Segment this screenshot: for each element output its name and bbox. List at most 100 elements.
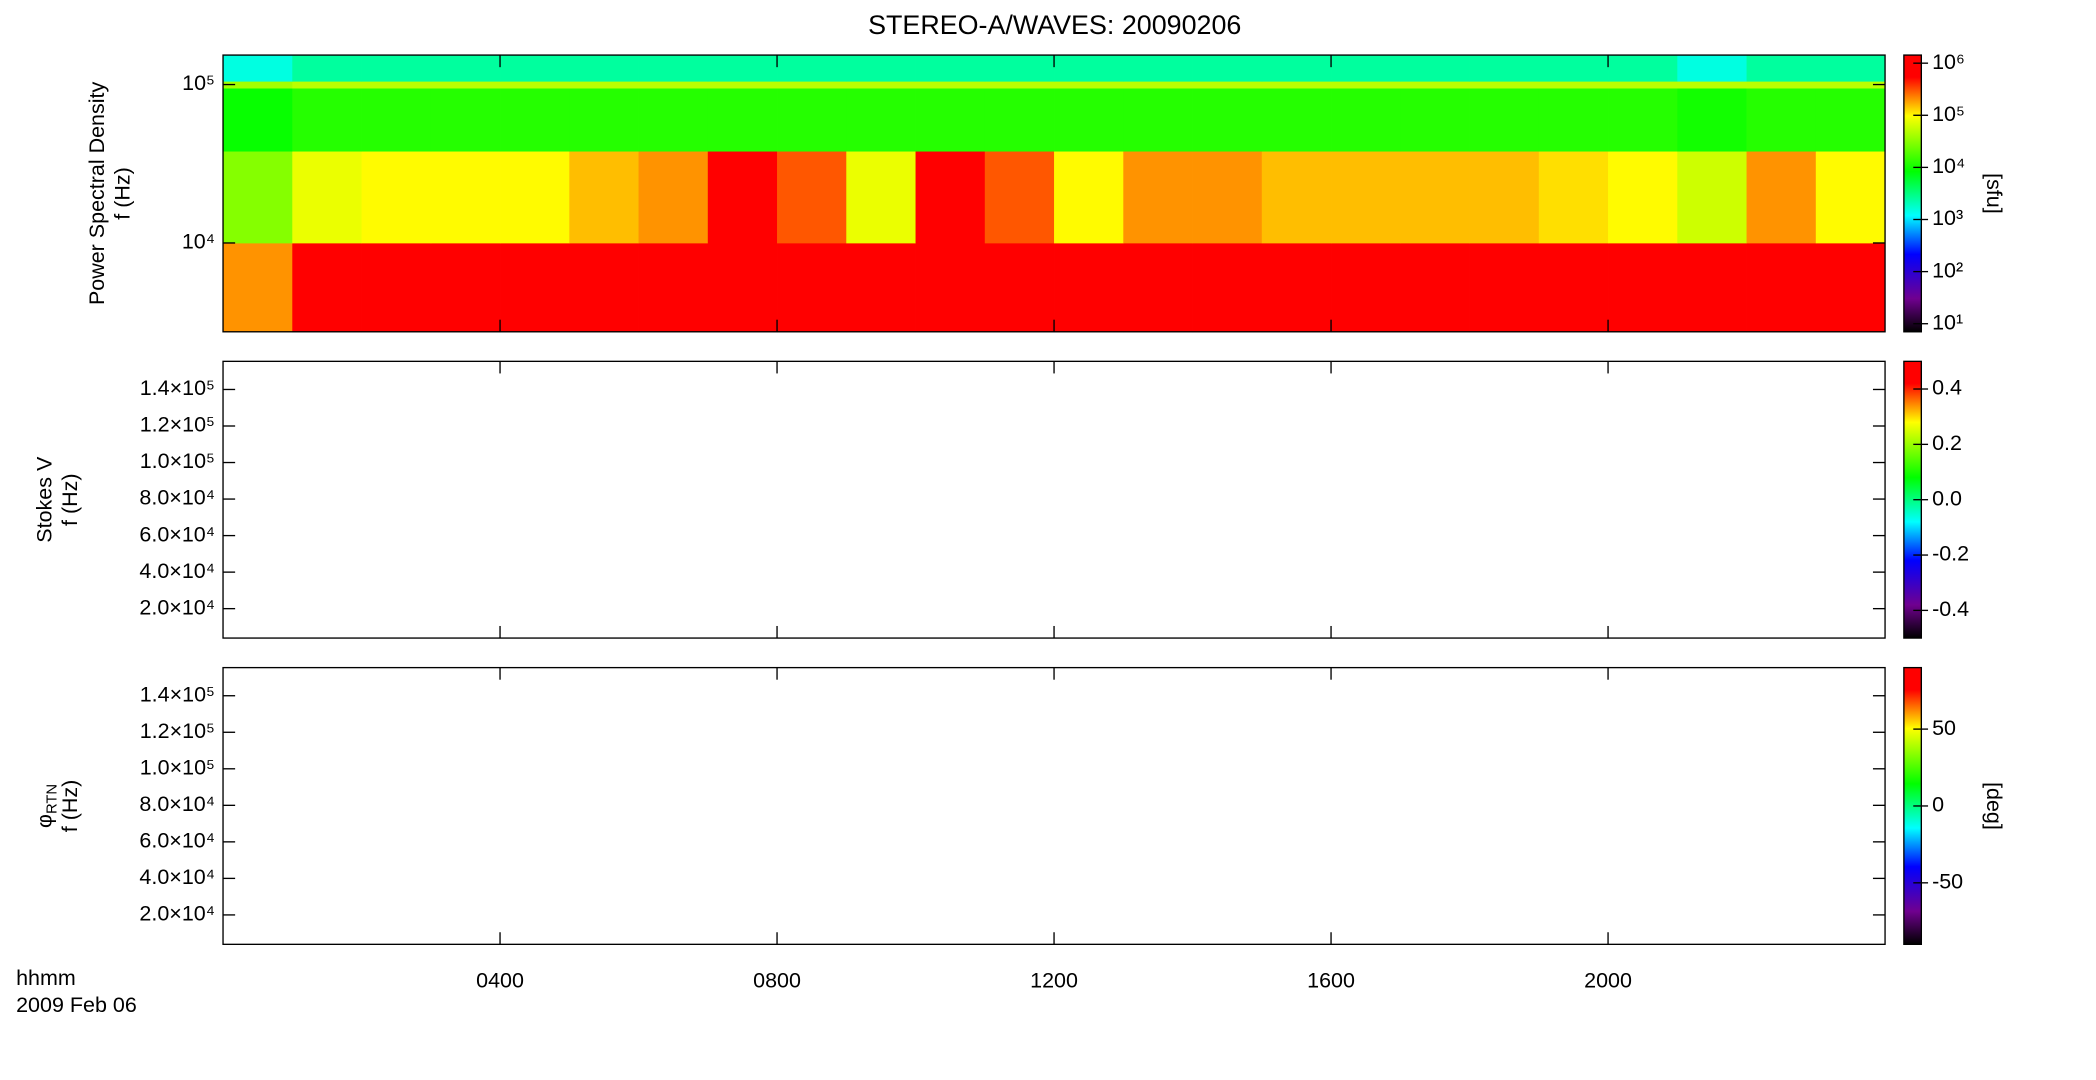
colorbar-tick-label: -0.4 [1932,597,1969,621]
date-label: 2009 Feb 06 [16,993,137,1017]
colorbar-tick-label: 10⁶ [1932,50,1965,74]
heatmap-cell [984,242,1055,333]
y-unit-label: f (Hz) [58,473,82,526]
heatmap-cell [777,55,847,82]
heatmap-cell [1261,81,1332,89]
heatmap-cell [1192,55,1263,82]
x-tick-label: 0400 [476,969,524,993]
heatmap-cell [1469,81,1540,89]
colorbar-tick-label: 0.4 [1932,376,1962,400]
heatmap-cell [1192,88,1263,152]
y-axis-label: φRTN [32,784,60,828]
heatmap-cell [223,242,293,333]
heatmap-cell [1677,151,1747,244]
heatmap-cell [846,242,916,333]
heatmap-cell [1746,55,1817,82]
heatmap-cell [1538,242,1609,333]
x-tick-label: 1600 [1307,969,1355,993]
heatmap-cell [777,81,847,89]
heatmap-cell [430,81,501,89]
heatmap-cell [707,88,778,152]
y-tick-label: 6.0×10⁴ [139,522,215,546]
y-tick-label: 10⁵ [182,71,215,95]
y-tick-label: 6.0×10⁴ [139,829,215,853]
heatmap-cell [1400,151,1470,244]
heatmap-cell [1677,55,1747,82]
heatmap-cell [1054,55,1124,82]
heatmap-cell [1815,242,1886,333]
heatmap-cell [292,242,362,333]
y-tick-label: 4.0×10⁴ [139,865,215,889]
heatmap-cell [500,81,570,89]
heatmap-cell [430,55,501,82]
heatmap-cell [430,151,501,244]
y-tick-label: 1.0×10⁵ [140,755,215,779]
y-tick-label: 1.4×10⁵ [140,376,215,400]
y-axis-label-symbol: φ [32,814,56,828]
heatmap-cell [1123,242,1193,333]
heatmap-cell [984,55,1055,82]
heatmap-cell [638,81,709,89]
heatmap-cell [1815,88,1886,152]
heatmap-cell [500,88,570,152]
heatmap-cell [1331,81,1401,89]
heatmap-cell [361,55,432,82]
heatmap-cell [361,88,432,152]
heatmap-cell [1123,81,1193,89]
y-tick-label: 2.0×10⁴ [139,595,215,619]
heatmap-cell [707,242,778,333]
heatmap-cell [638,88,709,152]
heatmap-cell [1261,242,1332,333]
heatmap-cell [569,242,639,333]
heatmap-cell [1538,55,1609,82]
heatmap-cell [846,55,916,82]
heatmap-cell [1192,151,1263,244]
heatmap-cell [1331,55,1401,82]
heatmap-cell [1815,81,1886,89]
heatmap-cell [1054,242,1124,333]
heatmap-cell [1746,242,1817,333]
heatmap-cell [361,242,432,333]
plot-frame [222,360,1886,639]
y-tick-label: 8.0×10⁴ [139,486,215,510]
heatmap-cell [223,151,293,244]
y-tick-label: 2.0×10⁴ [139,902,215,926]
x-tick-label: 2000 [1584,969,1632,993]
heatmap-cell [292,151,362,244]
heatmap-cell [846,81,916,89]
colorbar [1903,54,1923,333]
heatmap-cell [1469,55,1540,82]
y-unit-label: f (Hz) [58,780,82,833]
heatmap-cell [1192,81,1263,89]
colorbar-tick-label: 0 [1932,793,1944,817]
heatmap-cell [1261,151,1332,244]
heatmap-cell [1815,151,1886,244]
y-tick-label: 10⁴ [182,230,215,254]
plot-frame [222,666,1886,945]
heatmap-cell [984,151,1055,244]
heatmap-cell [1677,88,1747,152]
heatmap-cell [1677,81,1747,89]
colorbar-tick-label: -50 [1932,870,1963,894]
heatmap-cell [430,242,501,333]
y-tick-label: 1.2×10⁵ [140,413,215,437]
heatmap-cell [1400,88,1470,152]
heatmap-cell [984,88,1055,152]
y-tick-label: 4.0×10⁴ [139,559,215,583]
heatmap-cell [1054,151,1124,244]
heatmap-cell [292,88,362,152]
heatmap-cell [1538,81,1609,89]
heatmap-cell [1746,151,1817,244]
colorbar-label: [sfu] [1982,173,2006,214]
colorbar-tick-label: 10³ [1932,206,1963,230]
colorbar-tick-label: 10¹ [1932,310,1963,334]
heatmap-cell [1469,151,1540,244]
colorbar-tick-label: -0.2 [1932,542,1969,566]
heatmap-cell [500,151,570,244]
heatmap-cell [292,81,362,89]
heatmap-cell [1815,55,1886,82]
colorbar-tick-label: 0.2 [1932,431,1962,455]
heatmap-cell [915,151,986,244]
